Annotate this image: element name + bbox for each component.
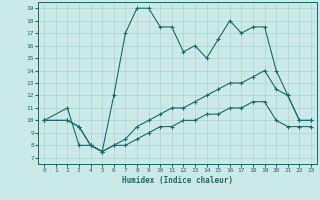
X-axis label: Humidex (Indice chaleur): Humidex (Indice chaleur) [122,176,233,185]
